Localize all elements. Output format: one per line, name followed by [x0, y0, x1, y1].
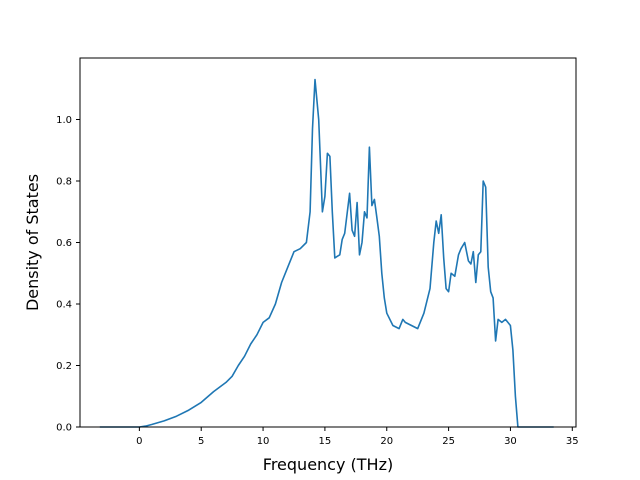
- x-tick-label: 15: [319, 436, 332, 447]
- y-axis: 0.0 0.2 0.4 0.6 0.8 1.0: [56, 115, 80, 434]
- y-tick-label: 0.2: [56, 361, 72, 372]
- series-line-0: [99, 78, 554, 428]
- x-tick-label: 30: [504, 436, 517, 447]
- y-tick-label: 0.0: [56, 423, 72, 434]
- x-tick-label: 5: [198, 436, 204, 447]
- x-tick-label: 20: [380, 436, 393, 447]
- x-tick-label: 35: [566, 436, 579, 447]
- x-axis-title: Frequency (THz): [263, 455, 393, 474]
- x-tick-label: 0: [136, 436, 142, 447]
- y-tick-label: 0.4: [56, 300, 72, 311]
- series-layer: [99, 78, 554, 428]
- y-tick-label: 0.6: [56, 238, 72, 249]
- x-axis: 0 5 10 15 20 25 30 35: [136, 427, 579, 447]
- x-tick-label: 10: [257, 436, 270, 447]
- y-tick-label: 0.8: [56, 177, 72, 188]
- x-tick-label: 25: [442, 436, 455, 447]
- y-axis-title: Density of States: [23, 174, 42, 311]
- y-tick-label: 1.0: [56, 115, 72, 126]
